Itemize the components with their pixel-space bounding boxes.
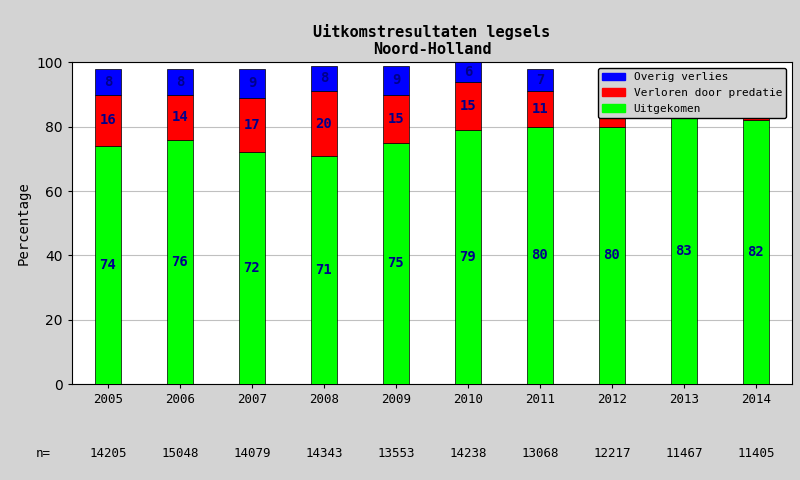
Text: 71: 71: [316, 263, 332, 277]
Bar: [599, 127, 625, 384]
Text: 14: 14: [172, 110, 188, 124]
Bar: [671, 69, 697, 85]
Bar: [743, 120, 769, 384]
Bar: [383, 143, 409, 384]
Text: 8: 8: [320, 72, 328, 85]
Text: 11467: 11467: [666, 447, 702, 460]
Text: 10: 10: [748, 97, 764, 111]
Bar: [239, 153, 265, 384]
Bar: [95, 95, 121, 146]
Text: 14205: 14205: [90, 447, 126, 460]
Bar: [527, 127, 553, 384]
Text: 80: 80: [604, 248, 620, 263]
Text: 15048: 15048: [162, 447, 198, 460]
Text: 79: 79: [460, 250, 476, 264]
Bar: [527, 69, 553, 91]
Bar: [671, 117, 697, 384]
Bar: [527, 91, 553, 127]
Bar: [239, 69, 265, 98]
Bar: [455, 62, 481, 82]
Bar: [95, 146, 121, 384]
Text: 12217: 12217: [594, 447, 630, 460]
Text: 5: 5: [680, 70, 688, 84]
Text: 15: 15: [460, 99, 476, 113]
Bar: [455, 130, 481, 384]
Text: 82: 82: [748, 245, 764, 259]
Text: n=: n=: [36, 447, 51, 460]
Text: 10: 10: [676, 94, 692, 108]
Text: 14079: 14079: [234, 447, 270, 460]
Bar: [599, 95, 625, 127]
Text: 8: 8: [104, 75, 112, 89]
Text: 10: 10: [604, 104, 620, 118]
Bar: [239, 98, 265, 153]
Text: 13068: 13068: [522, 447, 558, 460]
Text: 6: 6: [464, 65, 472, 79]
Bar: [743, 88, 769, 120]
Text: 17: 17: [244, 118, 260, 132]
Bar: [383, 95, 409, 143]
Text: 16: 16: [100, 113, 116, 127]
Text: 76: 76: [172, 255, 188, 269]
Bar: [743, 69, 769, 88]
Title: Uitkomstresultaten legsels
Noord-Holland: Uitkomstresultaten legsels Noord-Holland: [314, 24, 550, 57]
Text: 74: 74: [100, 258, 116, 272]
Bar: [671, 85, 697, 117]
Text: 80: 80: [532, 248, 548, 263]
Text: 83: 83: [676, 243, 692, 258]
Text: 9: 9: [392, 73, 400, 87]
Bar: [383, 66, 409, 95]
Text: 15: 15: [388, 112, 404, 126]
Bar: [599, 69, 625, 95]
Text: 20: 20: [316, 117, 332, 131]
Bar: [95, 69, 121, 95]
Bar: [167, 69, 193, 95]
Bar: [311, 156, 337, 384]
Text: 8: 8: [608, 75, 616, 89]
Text: 8: 8: [176, 75, 184, 89]
Text: 72: 72: [244, 261, 260, 275]
Bar: [167, 140, 193, 384]
Text: 14238: 14238: [450, 447, 486, 460]
Text: 75: 75: [388, 256, 404, 270]
Bar: [455, 82, 481, 130]
Bar: [167, 95, 193, 140]
Bar: [311, 66, 337, 91]
Text: 13553: 13553: [378, 447, 414, 460]
Text: 6: 6: [752, 72, 760, 85]
Text: 14343: 14343: [306, 447, 342, 460]
Text: 9: 9: [248, 76, 256, 90]
Text: 7: 7: [536, 73, 544, 87]
Bar: [311, 91, 337, 156]
Legend: Overig verlies, Verloren door predatie, Uitgekomen: Overig verlies, Verloren door predatie, …: [598, 68, 786, 118]
Text: 11: 11: [532, 102, 548, 116]
Y-axis label: Percentage: Percentage: [17, 181, 31, 265]
Text: 11405: 11405: [738, 447, 774, 460]
